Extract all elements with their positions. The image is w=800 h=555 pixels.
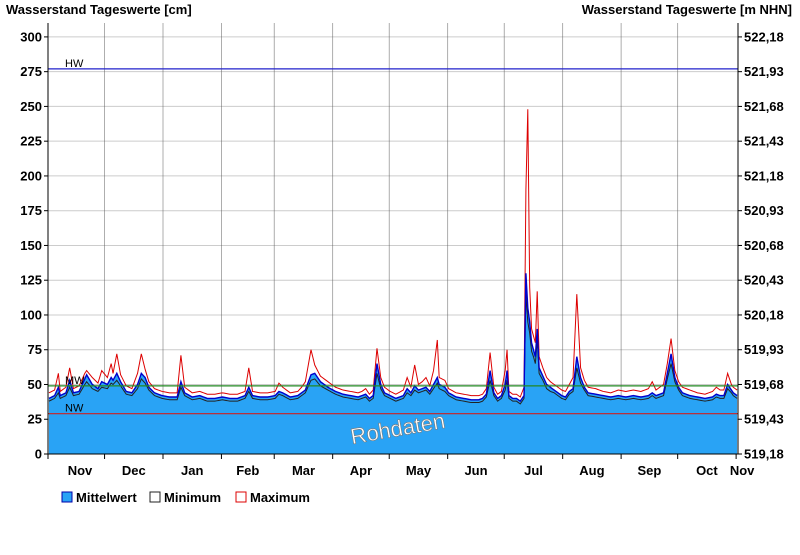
data-series xyxy=(48,109,738,454)
month-label-2: Jan xyxy=(181,463,203,478)
month-label-8: Jul xyxy=(524,463,543,478)
left-tick-label-0: 0 xyxy=(35,447,42,462)
legend: Mittelwert Minimum Maximum xyxy=(61,490,310,505)
right-tick-label-0: 519,18 xyxy=(744,447,784,462)
right-tick-label-2: 519,68 xyxy=(744,377,784,392)
right-axis-title: Wasserstand Tageswerte [m NHN] xyxy=(582,2,792,17)
left-tick-label-175: 175 xyxy=(20,203,42,218)
month-label-1: Dec xyxy=(122,463,146,478)
right-tick-label-8: 521,18 xyxy=(744,168,784,183)
left-tick-label-300: 300 xyxy=(20,29,42,44)
right-tick-label-11: 521,93 xyxy=(744,64,784,79)
legend-label-maximum: Maximum xyxy=(250,490,310,505)
legend-swatch-minimum xyxy=(149,491,161,503)
mittelwert-line xyxy=(48,273,738,403)
month-label-6: May xyxy=(406,463,432,478)
grid xyxy=(48,23,738,454)
left-tick-label-125: 125 xyxy=(20,273,42,288)
right-tick-label-4: 520,18 xyxy=(744,307,784,322)
right-tick-label-3: 519,93 xyxy=(744,342,784,357)
left-tick-label-75: 75 xyxy=(28,342,42,357)
reference-label-mw: MW xyxy=(65,375,85,387)
legend-swatch-mittelwert xyxy=(61,491,73,503)
reference-label-nw: NW xyxy=(65,403,84,415)
legend-label-mittelwert: Mittelwert xyxy=(76,490,137,505)
month-label-12: Nov xyxy=(730,463,755,478)
left-tick-label-250: 250 xyxy=(20,99,42,114)
right-tick-label-6: 520,68 xyxy=(744,238,784,253)
maximum-line xyxy=(48,109,738,398)
reference-lines: HW MW NW xyxy=(48,58,738,415)
left-axis-title: Wasserstand Tageswerte [cm] xyxy=(6,2,192,17)
month-label-3: Feb xyxy=(236,463,259,478)
month-label-5: Apr xyxy=(350,463,372,478)
right-tick-label-9: 521,43 xyxy=(744,134,784,149)
right-tick-label-12: 522,18 xyxy=(744,29,784,44)
right-tick-label-7: 520,93 xyxy=(744,203,784,218)
month-label-7: Jun xyxy=(464,463,487,478)
minimum-line xyxy=(48,294,738,405)
right-tick-label-10: 521,68 xyxy=(744,99,784,114)
legend-label-minimum: Minimum xyxy=(164,490,221,505)
month-label-11: Oct xyxy=(696,463,718,478)
mittelwert-area xyxy=(48,273,738,454)
left-tick-label-200: 200 xyxy=(20,168,42,183)
left-tick-label-225: 225 xyxy=(20,134,42,149)
left-tick-label-100: 100 xyxy=(20,307,42,322)
left-tick-label-275: 275 xyxy=(20,64,42,79)
left-tick-label-50: 50 xyxy=(28,377,42,392)
month-label-0: Nov xyxy=(68,463,93,478)
month-label-4: Mar xyxy=(292,463,315,478)
right-tick-label-1: 519,43 xyxy=(744,412,784,427)
axes: 0 519,18 25 519,43 50 519,68 75 519,93 100 520,18… xyxy=(20,23,784,478)
left-tick-label-25: 25 xyxy=(28,412,42,427)
month-label-9: Aug xyxy=(579,463,604,478)
left-tick-label-150: 150 xyxy=(20,238,42,253)
right-tick-label-5: 520,43 xyxy=(744,273,784,288)
reference-label-hw: HW xyxy=(65,58,84,70)
legend-swatch-maximum xyxy=(235,491,247,503)
month-label-10: Sep xyxy=(637,463,661,478)
